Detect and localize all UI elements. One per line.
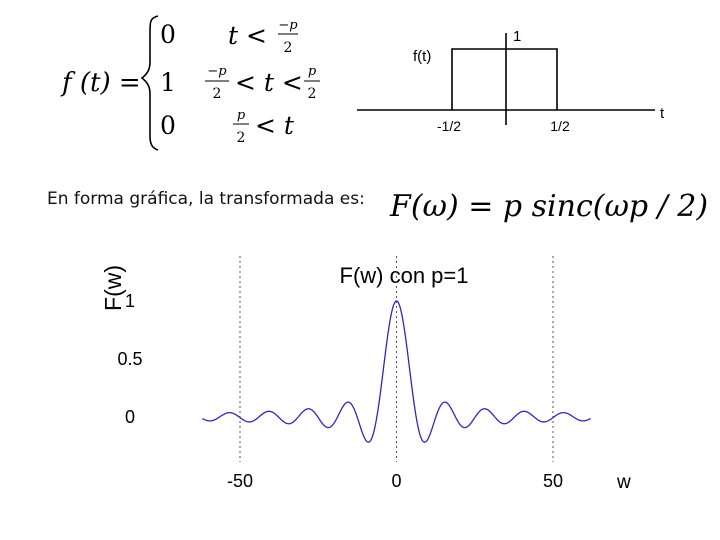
row3-frac-num: p: [237, 108, 246, 123]
row3-frac-den: 2: [237, 130, 246, 146]
y-tick-label: 1: [125, 291, 135, 311]
chart-x-label: w: [616, 472, 631, 493]
row2-condition: < t <: [235, 68, 303, 97]
chart-y-label: F(w): [100, 265, 126, 311]
x-tick-label: -50: [227, 471, 253, 491]
pulse-y-label: f(t): [413, 48, 431, 65]
row1-frac-den: 2: [284, 40, 293, 56]
pulse-left-edge-label: -1/2: [437, 118, 461, 134]
row2-right-den: 2: [308, 86, 317, 102]
y-tick-label: 0.5: [117, 349, 142, 369]
row2-left-num: −p: [207, 64, 227, 79]
row2-right-num: p: [308, 64, 317, 79]
brace-icon: [140, 15, 159, 151]
piecewise-definition: f (t) = 0 t < −p 2 1 −p 2 < t < p 2 0 p …: [60, 15, 320, 151]
sinc-curve-series: [202, 300, 591, 443]
pulse-x-label: t: [660, 105, 665, 122]
pulse-plot: f(t) 1 t -1/2 1/2: [357, 28, 665, 134]
chart-title: F(w) con p=1: [340, 263, 469, 288]
row2-value: 1: [160, 68, 176, 97]
chart-y-ticks: 10.50: [117, 291, 142, 427]
pulse-rectangle: [451, 48, 558, 110]
piecewise-lhs: f (t) =: [60, 68, 141, 98]
chart-x-ticks: -50 0 50: [227, 471, 563, 491]
caption-text: En forma gráfica, la transformada es:: [47, 189, 365, 209]
pulse-height-label: 1: [513, 28, 521, 45]
row2-left-den: 2: [213, 86, 222, 102]
x-tick-label: 0: [391, 471, 401, 491]
row3-value: 0: [160, 111, 176, 140]
row1-condition: t <: [228, 21, 267, 50]
chart-grid: [239, 256, 554, 462]
sinc-chart: F(w) con p=1 F(w) w 10.50 -50 0 50: [100, 256, 631, 493]
row1-frac-num: −p: [278, 18, 298, 33]
y-tick-label: 0: [125, 407, 135, 427]
pulse-right-edge-label: 1/2: [550, 118, 570, 134]
row1-value: 0: [160, 20, 176, 49]
row3-condition: < t: [255, 111, 295, 140]
transform-formula: F(ω) = p sinc(ωp / 2): [389, 189, 708, 224]
x-tick-label: 50: [543, 471, 563, 491]
